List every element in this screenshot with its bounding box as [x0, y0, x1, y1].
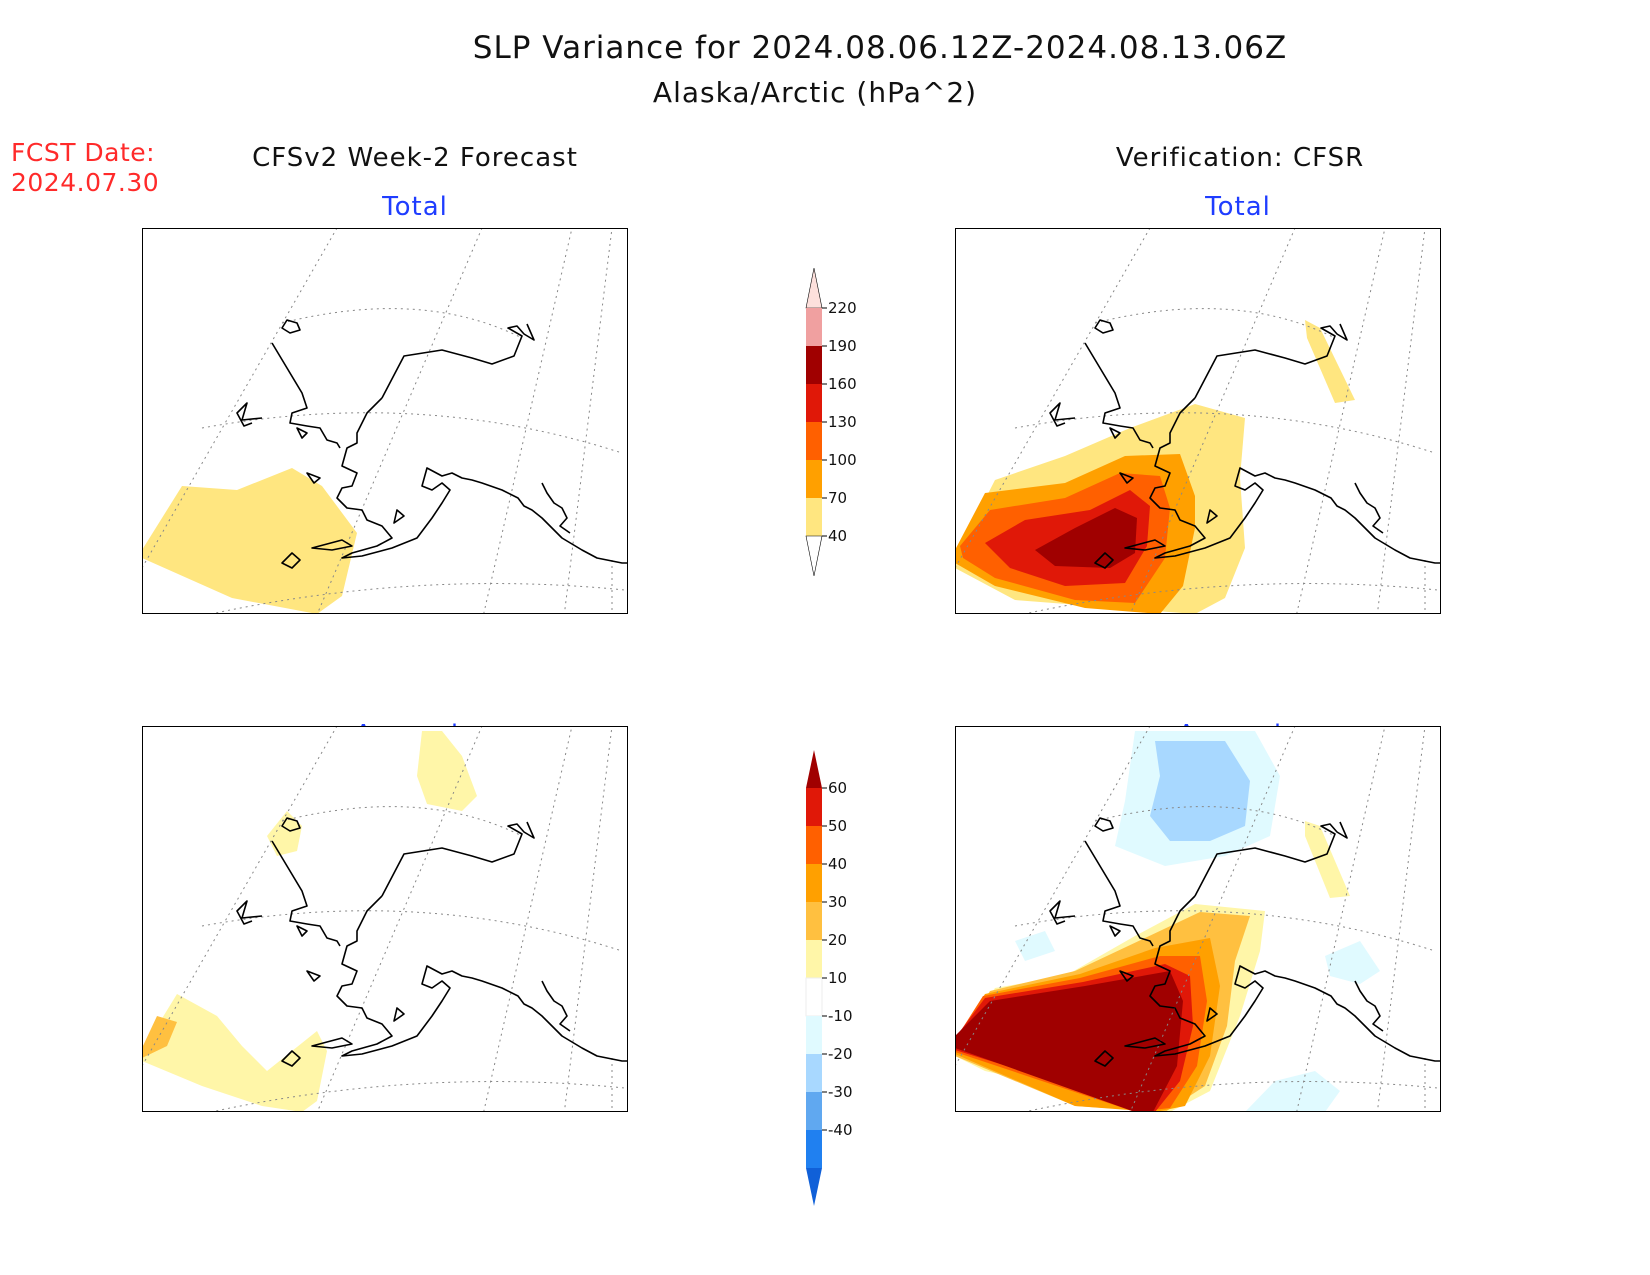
fcst-date-value: 2024.07.30	[11, 168, 160, 197]
colorbar-anomaly-segment	[805, 977, 823, 1017]
colorbar-anomaly-segment	[806, 1016, 822, 1054]
colorbar-anomaly-tick-label: -10	[828, 1007, 853, 1025]
colorbar-anomaly-tick-label: 10	[828, 969, 847, 987]
map-forecast-total	[142, 228, 628, 614]
colorbar-total-top-triangle	[805, 267, 823, 309]
colorbar-anomaly-segment	[806, 1130, 822, 1168]
colorbar-total-segment	[806, 346, 822, 384]
colorbar-total: 220 190 160 130 100 70 40	[805, 267, 857, 577]
colorbar-total-segment	[806, 498, 822, 536]
colorbar-total-tick-label: 130	[828, 413, 857, 431]
panel-title-forecast-total: Total	[382, 192, 448, 222]
colorbar-total-tick-label: 220	[828, 299, 857, 317]
colorbar-anomaly-tick-label: 20	[828, 931, 847, 949]
colorbar-anomaly-segment	[806, 1054, 822, 1092]
colorbar-total-tick-label: 160	[828, 375, 857, 393]
map-verification-total	[955, 228, 1441, 614]
colorbar-total-tick-label: 190	[828, 337, 857, 355]
colorbar-anomaly-tick-label: -20	[828, 1045, 853, 1063]
colorbar-anomaly-tick-label: 50	[828, 817, 847, 835]
column-title-verification: Verification: CFSR	[1115, 143, 1365, 173]
colorbar-anomaly-tick-label: 40	[828, 855, 847, 873]
colorbar-total-segment	[806, 460, 822, 498]
panel-title-verification-total: Total	[1205, 192, 1271, 222]
figure-subtitle: Alaska/Arctic (hPa^2)	[652, 76, 978, 109]
colorbar-anomaly-top-triangle	[806, 750, 822, 788]
colorbar-total-segment	[806, 308, 822, 346]
colorbar-anomaly-bottom-triangle	[806, 1168, 822, 1206]
map-forecast-anomaly	[142, 726, 628, 1112]
colorbar-total-tick-label: 40	[828, 527, 847, 545]
colorbar-total-bottom-triangle	[805, 535, 823, 577]
colorbar-total-tick-label: 70	[828, 489, 847, 507]
figure-title: SLP Variance for 2024.08.06.12Z-2024.08.…	[472, 30, 1288, 66]
colorbar-anomaly-segment	[806, 826, 822, 864]
colorbar-anomaly-tick-label: 30	[828, 893, 847, 911]
colorbar-total-segment	[806, 384, 822, 422]
map-verification-anomaly	[955, 726, 1441, 1112]
colorbar-anomaly-tick-label: -40	[828, 1121, 853, 1139]
column-title-forecast: CFSv2 Week-2 Forecast	[252, 143, 578, 173]
fcst-date-label: FCST Date:	[11, 138, 156, 167]
colorbar-anomaly-tick-label: -30	[828, 1083, 853, 1101]
colorbar-total-tick-label: 100	[828, 451, 857, 469]
colorbar-total-segment	[806, 422, 822, 460]
colorbar-anomaly-segment	[806, 864, 822, 902]
colorbar-anomaly: 60 50 40 30 20 10 -10 -20 -30 -40	[805, 750, 853, 1206]
colorbar-anomaly-segment	[806, 1092, 822, 1130]
colorbar-anomaly-segment	[806, 902, 822, 940]
colorbar-anomaly-tick-label: 60	[828, 779, 847, 797]
colorbar-anomaly-segment	[806, 940, 822, 978]
colorbar-anomaly-segment	[806, 788, 822, 826]
